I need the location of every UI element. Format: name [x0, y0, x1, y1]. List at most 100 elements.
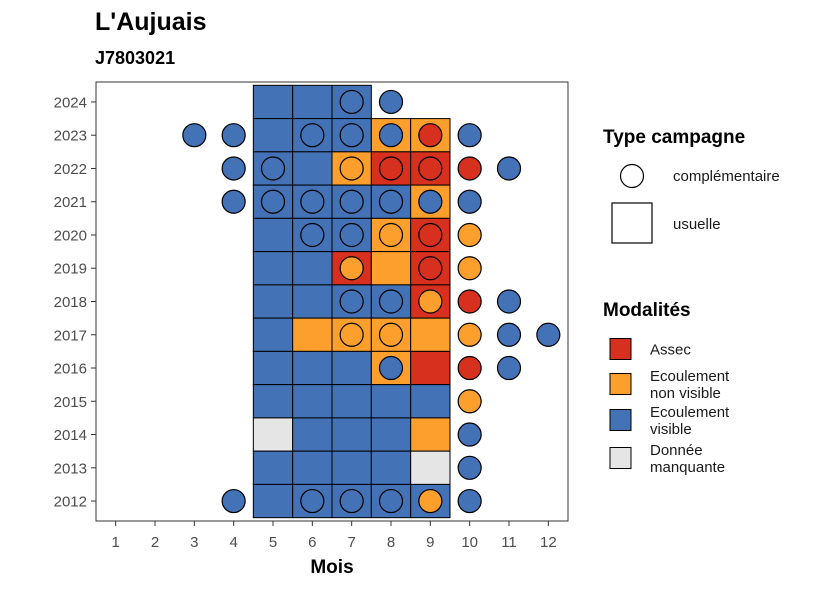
point-2016-8	[378, 355, 404, 381]
point-2013-10	[457, 455, 482, 480]
x-tick-label-1: 1	[111, 534, 119, 551]
tile-2017-9	[410, 317, 451, 352]
point-2022-11	[496, 156, 522, 181]
point-2017-11	[496, 322, 522, 347]
point-2015-10	[457, 389, 482, 414]
point-2023-4	[221, 123, 246, 148]
y-tick-label-2014: 2014	[54, 427, 87, 444]
legend-modalites-title: Modalités	[603, 300, 691, 321]
tile-2024-6	[292, 84, 333, 120]
tile-2016-6	[292, 350, 333, 386]
legend-label-3: Donnée manquante	[650, 442, 725, 476]
point-2021-9	[418, 189, 443, 214]
x-tick-label-3: 3	[190, 534, 198, 551]
point-2023-9	[418, 123, 443, 148]
point-2020-6	[300, 222, 325, 248]
point-2021-6	[300, 189, 325, 214]
tile-2017-5	[252, 317, 294, 352]
y-tick-label-2023: 2023	[54, 128, 87, 145]
tile-2015-9	[410, 384, 451, 419]
legend-label-1: Ecoulement non visible	[650, 368, 730, 402]
plot-area	[95, 81, 569, 522]
point-2016-10	[457, 355, 482, 381]
y-tick-label-2018: 2018	[54, 294, 87, 311]
x-axis: 1 2 3 4 5 6 7 8 9 10 11 12	[111, 521, 557, 551]
legend-label-usuelle: usuelle	[673, 216, 721, 233]
legend-circle-swatch	[619, 163, 645, 189]
legend-swatch-2	[609, 409, 632, 431]
y-tick-label-2022: 2022	[54, 161, 87, 178]
point-2020-9	[418, 222, 443, 248]
tile-2015-8	[370, 384, 412, 419]
y-tick-label-2021: 2021	[54, 194, 87, 211]
point-2021-7	[339, 189, 364, 214]
y-tick-label-2015: 2015	[54, 394, 87, 411]
tile-2014-8	[370, 417, 412, 452]
tile-2013-8	[370, 450, 412, 485]
point-2019-10	[457, 256, 482, 281]
tile-2013-6	[292, 450, 333, 485]
point-2018-8	[378, 289, 404, 314]
y-tick-label-2024: 2024	[54, 94, 87, 111]
point-2012-8	[378, 488, 404, 514]
legend-swatch-1	[609, 373, 632, 395]
tile-2018-5	[252, 284, 294, 319]
point-2023-10	[457, 123, 482, 148]
x-tick-label-4: 4	[229, 534, 237, 551]
point-2024-8	[378, 89, 404, 115]
point-2012-4	[221, 488, 246, 514]
tile-2016-7	[331, 350, 372, 386]
point-2023-8	[378, 123, 404, 148]
x-tick-label-12: 12	[540, 534, 557, 551]
tile-2023-5	[252, 118, 294, 153]
tile-2013-7	[331, 450, 372, 485]
point-2022-10	[457, 156, 482, 181]
point-2012-9	[418, 488, 443, 514]
tile-2017-6	[292, 317, 333, 352]
point-2022-8	[378, 156, 404, 181]
legend-modalites: Modalités Assec Ecoulement non visibleEcou…	[603, 300, 730, 476]
legend-label-complementaire: complémentaire	[673, 168, 780, 185]
point-2022-9	[418, 156, 443, 181]
tile-2014-9	[410, 417, 451, 452]
point-2021-4	[221, 189, 246, 214]
tile-2012-5	[252, 483, 294, 519]
x-tick-label-6: 6	[308, 534, 316, 551]
legend-label-2: Ecoulement visible	[650, 404, 730, 438]
point-2021-5	[260, 189, 286, 214]
x-tick-label-11: 11	[501, 534, 517, 551]
tile-2019-6	[292, 251, 333, 286]
tile-2019-5	[252, 251, 294, 286]
point-2023-6	[300, 123, 325, 148]
tile-2013-5	[252, 450, 294, 485]
legend-square-swatch	[611, 202, 653, 244]
point-2023-7	[339, 123, 364, 148]
y-tick-label-2012: 2012	[54, 494, 87, 511]
point-2018-11	[496, 289, 522, 314]
point-2012-6	[300, 488, 325, 514]
tile-2014-6	[292, 417, 333, 452]
point-2014-10	[457, 422, 482, 447]
x-tick-label-8: 8	[387, 534, 395, 551]
point-2017-10	[457, 322, 482, 347]
point-2020-7	[339, 222, 364, 248]
point-2022-4	[221, 156, 246, 181]
point-2017-7	[339, 322, 364, 347]
point-2023-3	[182, 123, 207, 148]
point-2022-5	[260, 156, 286, 181]
y-tick-label-2019: 2019	[54, 261, 87, 278]
x-axis-title: Mois	[310, 557, 353, 578]
legend-swatch-3	[609, 447, 632, 469]
point-2012-10	[457, 488, 482, 514]
x-tick-label-7: 7	[347, 534, 355, 551]
tile-2015-6	[292, 384, 333, 419]
complementaire-points	[182, 89, 561, 514]
point-2012-7	[339, 488, 364, 514]
tile-2024-5	[252, 84, 294, 120]
legend-swatch-0	[609, 338, 632, 360]
tile-2015-7	[331, 384, 372, 419]
tile-2016-5	[252, 350, 294, 386]
legend-label-0: Assec	[650, 342, 691, 359]
y-tick-label-2016: 2016	[54, 361, 87, 378]
x-tick-label-10: 10	[461, 534, 478, 551]
